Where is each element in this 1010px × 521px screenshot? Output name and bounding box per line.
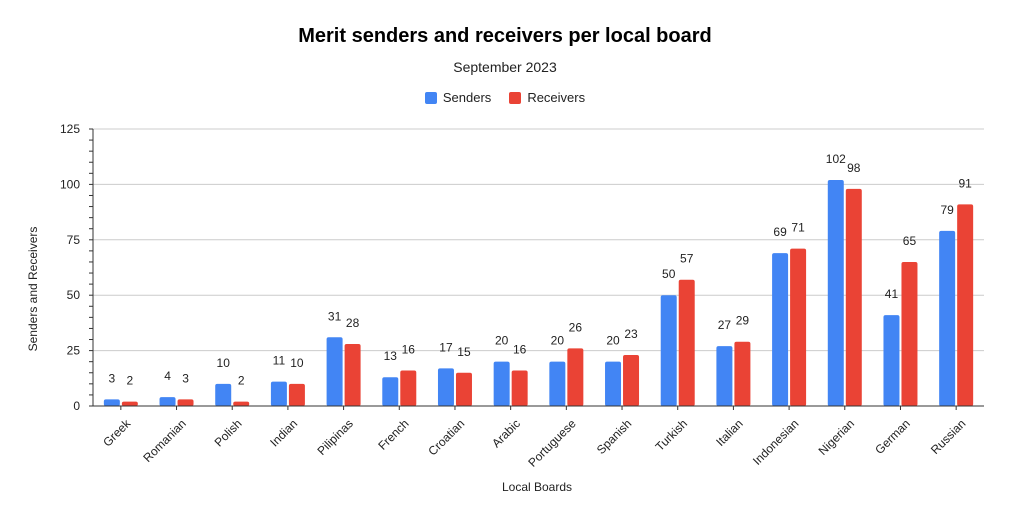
x-tick-label: Romanian (140, 416, 189, 465)
data-label: 20 (606, 334, 620, 348)
data-label: 2 (127, 374, 134, 388)
data-label: 65 (903, 234, 917, 248)
bar-receivers-indonesian (790, 248, 807, 406)
x-tick-label: Polish (212, 416, 245, 449)
y-tick-label: 25 (67, 344, 81, 358)
bar-senders-romanian (159, 397, 176, 406)
data-label: 27 (718, 318, 732, 332)
data-label: 20 (495, 334, 509, 348)
bar-receivers-spanish (623, 355, 640, 406)
data-label: 10 (217, 356, 231, 370)
legend-swatch-senders (424, 91, 437, 104)
bar-receivers-indian (288, 383, 305, 406)
data-label: 15 (457, 345, 471, 359)
data-label: 102 (826, 152, 846, 166)
x-tick-label: Portuguese (525, 416, 579, 470)
x-tick-label: Nigerian (816, 416, 858, 458)
data-label: 41 (885, 287, 899, 301)
bar-receivers-arabic (511, 370, 528, 406)
bar-receivers-polish (233, 401, 250, 406)
data-label: 91 (958, 176, 972, 190)
bar-receivers-croatian (455, 372, 472, 406)
bar-receivers-russian (957, 204, 974, 406)
x-tick-label: Indonesian (750, 416, 801, 467)
y-tick-label: 75 (67, 233, 81, 247)
data-label: 20 (551, 334, 565, 348)
legend-swatch-receivers (509, 91, 522, 104)
chart-title: Merit senders and receivers per local bo… (298, 25, 712, 47)
x-tick-label: Croatian (425, 416, 467, 458)
bar-senders-pilipinas (326, 337, 343, 406)
bar-senders-russian (939, 230, 956, 406)
legend-label-senders: Senders (442, 90, 492, 105)
x-tick-label: Arabic (489, 416, 523, 450)
x-tick-label: Greek (100, 416, 134, 450)
x-tick-label: French (375, 416, 411, 452)
x-tick-label: Pilipinas (314, 416, 356, 458)
bar-senders-croatian (437, 368, 454, 406)
bar-receivers-nigerian (845, 188, 862, 406)
x-tick-label: Turkish (653, 416, 690, 453)
data-label: 29 (736, 314, 750, 328)
data-label: 98 (847, 161, 861, 175)
bar-receivers-pilipinas (344, 343, 361, 406)
bar-senders-turkish (660, 295, 677, 406)
bar-senders-french (382, 377, 399, 406)
x-tick-label: Italian (713, 416, 746, 449)
legend-item-receivers: Receivers (509, 90, 585, 105)
x-axis-title: Local Boards (501, 480, 573, 494)
data-label: 79 (940, 203, 954, 217)
data-label: 17 (439, 340, 453, 354)
bar-senders-nigerian (827, 179, 844, 406)
bar-receivers-italian (734, 341, 751, 406)
legend-label-receivers: Receivers (527, 90, 586, 105)
bar-senders-indonesian (772, 253, 789, 406)
data-label: 57 (680, 252, 694, 266)
data-label: 2 (238, 374, 245, 388)
bar-receivers-portuguese (567, 348, 584, 406)
x-tick-label: Indian (267, 416, 300, 449)
data-label: 50 (662, 267, 676, 281)
x-tick-label: Russian (928, 416, 969, 457)
legend-item-senders: Senders (424, 90, 492, 105)
y-tick-label: 100 (60, 177, 80, 191)
data-label: 28 (346, 316, 360, 330)
bar-senders-italian (716, 346, 733, 406)
bar-senders-arabic (493, 361, 510, 406)
legend: Senders Receivers (0, 90, 1010, 105)
chart-subtitle: September 2023 (453, 59, 557, 75)
data-label: 11 (273, 354, 286, 368)
y-axis-title: Senders and Receivers (26, 226, 40, 352)
x-tick-label: Spanish (594, 416, 635, 457)
bar-receivers-french (400, 370, 417, 406)
bar-senders-portuguese (549, 361, 566, 406)
data-label: 23 (624, 327, 638, 341)
bar-senders-german (883, 315, 900, 406)
data-label: 3 (109, 371, 116, 385)
x-tick-label: German (872, 416, 913, 457)
bar-receivers-german (901, 261, 918, 406)
data-label: 10 (290, 356, 304, 370)
bar-senders-spanish (605, 361, 622, 406)
data-label: 31 (328, 309, 342, 323)
bar-receivers-greek (121, 401, 138, 406)
bar-receivers-turkish (678, 279, 695, 406)
data-label: 13 (384, 349, 398, 363)
data-label: 16 (402, 343, 416, 357)
y-tick-label: 50 (67, 288, 81, 302)
data-label: 71 (791, 221, 805, 235)
bar-senders-polish (215, 383, 232, 406)
bar-receivers-romanian (177, 399, 194, 406)
data-label: 69 (773, 225, 787, 239)
data-label: 16 (513, 343, 527, 357)
bar-senders-indian (270, 381, 287, 406)
data-label: 3 (182, 371, 189, 385)
y-tick-label: 125 (60, 122, 80, 136)
data-label: 26 (569, 320, 583, 334)
y-tick-label: 0 (73, 399, 80, 413)
bar-senders-greek (103, 399, 120, 406)
data-label: 4 (164, 369, 171, 383)
